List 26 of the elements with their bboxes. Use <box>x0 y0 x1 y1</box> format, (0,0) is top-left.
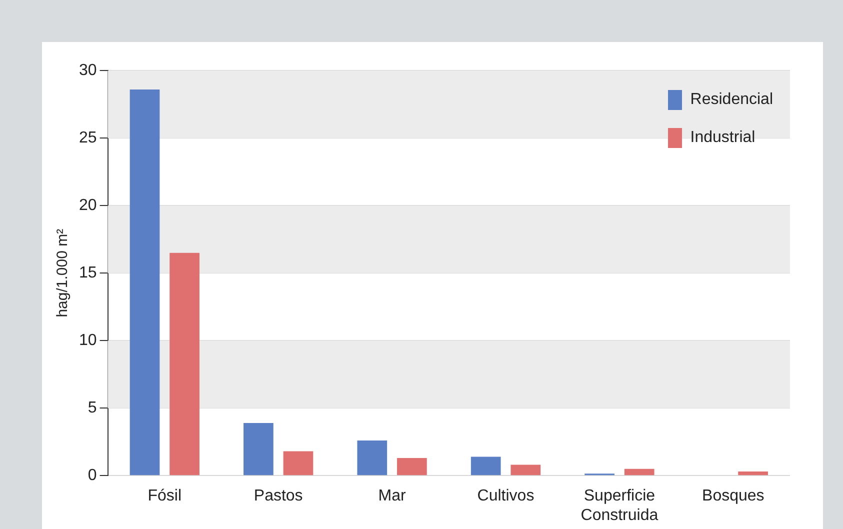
y-tick-label: 25 <box>79 130 97 147</box>
y-tick-label: 20 <box>79 197 97 214</box>
y-tick-label: 0 <box>88 467 97 484</box>
legend-label: Industrial <box>690 129 756 147</box>
y-tick-label: 15 <box>79 264 97 282</box>
bar <box>244 422 274 476</box>
y-tick-label: 30 <box>79 62 97 80</box>
y-axis-title: hag/1.000 m² <box>54 228 72 318</box>
legend-label: Residencial <box>690 91 773 109</box>
x-tick-label: Mar <box>378 488 406 505</box>
x-tick-label: Cultivos <box>477 488 534 505</box>
bar <box>510 464 541 476</box>
y-tick-label: 10 <box>79 332 97 350</box>
x-tick-label: Bosques <box>702 488 764 505</box>
x-tick-label: Pastos <box>254 488 303 505</box>
bar <box>170 252 200 476</box>
bar <box>738 472 768 476</box>
bar <box>283 451 314 476</box>
x-tick-label: Fósil <box>148 488 182 505</box>
bar <box>357 440 388 476</box>
y-tick-label: 5 <box>88 400 97 417</box>
bar <box>624 468 654 476</box>
x-tick-label: Superficie Construida <box>580 488 658 524</box>
bar <box>130 90 160 476</box>
bar <box>397 458 427 476</box>
bar <box>470 456 501 476</box>
